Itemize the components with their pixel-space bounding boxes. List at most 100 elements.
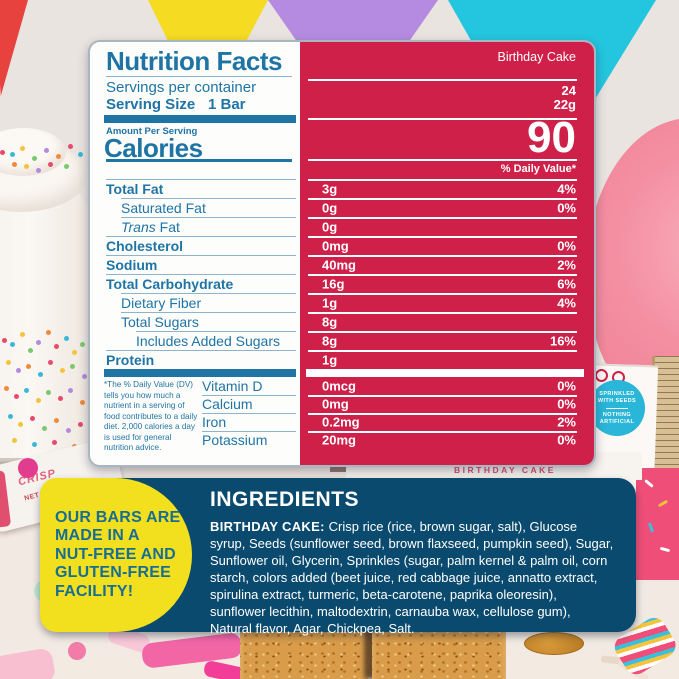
sprinkle-decoration: [659, 546, 671, 553]
ingredients-heading: INGREDIENTS: [210, 488, 360, 511]
divider-white: [306, 369, 584, 377]
gold-coin-confetti: [524, 632, 584, 655]
ingredients-list: Crisp rice (rice, brown sugar, salt), Gl…: [210, 519, 614, 636]
nutrient-name: Includes Added Sugars: [136, 332, 280, 349]
nutrient-name: Protein: [106, 351, 155, 368]
vitamin-row-potassium: Potassium 20mg 0%: [90, 431, 594, 449]
sprinkle-decoration: [657, 499, 669, 508]
nutrient-row-dietary-fiber: Dietary Fiber 1g 4%: [90, 293, 594, 312]
vitamin-row-iron: Iron 0.2mg 2%: [90, 413, 594, 431]
cake-sprinkles-bottom: [2, 338, 7, 343]
bunting-flag-red: [0, 0, 28, 96]
vitamin-name: Potassium: [202, 432, 268, 448]
label-red-column: [300, 42, 594, 465]
nutrient-table: % Daily Value* Total Fat 3g 4% Saturated…: [90, 159, 594, 449]
sprinkled-with-seeds-badge: SPRINKLED WITH SEEDS NOTHING ARTIFICIAL: [589, 380, 645, 436]
nutrient-amount: 16g: [322, 276, 345, 291]
wrapper-red-end: [0, 470, 12, 529]
confetti-dot: [68, 642, 86, 660]
vitamin-row-calcium: Calcium 0mg 0%: [90, 395, 594, 413]
vitamin-name: Calcium: [202, 396, 253, 412]
ingredients-text: BIRTHDAY CAKE: Crisp rice (rice, brown s…: [210, 518, 616, 637]
confetti-dot: [18, 458, 38, 478]
vitamin-name: Vitamin D: [202, 378, 263, 394]
badge-text: NOTHING: [602, 411, 632, 418]
section-divider-bar: [90, 369, 594, 377]
nutrient-row-added-sugars: Includes Added Sugars 8g 16%: [90, 331, 594, 350]
nutrient-name: Trans Fat: [121, 219, 180, 235]
birthday-cake-photo: [0, 168, 95, 458]
thick-divider-bar: [104, 115, 296, 123]
nutrient-amount: 1g: [322, 295, 338, 310]
nutrient-name: Saturated Fat: [121, 199, 206, 216]
divider-line: [106, 159, 292, 162]
divider-blue: [104, 369, 296, 377]
flavor-name: Birthday Cake: [497, 50, 576, 64]
nutrient-dv: 2%: [557, 257, 576, 272]
divider-line: [308, 118, 577, 120]
vitamin-dv: 0%: [557, 396, 576, 412]
vitamin-row-vitamin-d: Vitamin D 0mcg 0%: [90, 377, 594, 395]
box-dot-decoration: [595, 369, 608, 382]
serving-size-value: 1 Bar: [208, 96, 246, 113]
box-flavor-text: BIRTHDAY CAKE: [454, 465, 556, 475]
nutrition-facts-label: Nutrition Facts Servings per container S…: [88, 40, 596, 467]
divider-line: [106, 76, 292, 77]
product-box-side-pink: [636, 468, 679, 580]
trans-rest: Fat: [155, 218, 180, 235]
nutrient-row-saturated-fat: Saturated Fat 0g 0%: [90, 198, 594, 217]
nutrient-amount: 0g: [322, 219, 338, 234]
badge-text: SPRINKLED: [599, 390, 635, 397]
nutrient-amount: 0g: [322, 200, 338, 215]
nutrition-facts-title: Nutrition Facts: [106, 46, 282, 76]
serving-size-label: Serving Size: [106, 96, 196, 113]
nutrient-name: Cholesterol: [106, 237, 184, 254]
nutrient-dv: 4%: [557, 295, 576, 310]
nutrient-amount: 0mg: [322, 238, 349, 253]
servings-per-container-label: Servings per container: [106, 79, 257, 96]
nutrient-row-cholesterol: Cholesterol 0mg 0%: [90, 236, 594, 255]
nutrient-name: Dietary Fiber: [121, 294, 202, 311]
sprinkle-decoration: [644, 479, 654, 488]
ingredients-panel: OUR BARS ARE MADE IN A NUT-FREE AND GLUT…: [40, 478, 636, 636]
nutrient-dv: 0%: [557, 238, 576, 253]
nutrient-amount: 3g: [322, 181, 338, 196]
nutrient-row-sodium: Sodium 40mg 2%: [90, 255, 594, 274]
nutrient-amount: 1g: [322, 352, 338, 367]
nut-free-callout-text: OUR BARS ARE MADE IN A NUT-FREE AND GLUT…: [55, 509, 181, 600]
sprinkle-decoration: [647, 522, 655, 533]
nut-free-callout-bubble: OUR BARS ARE MADE IN A NUT-FREE AND GLUT…: [40, 478, 192, 632]
vitamin-dv: 2%: [557, 414, 576, 430]
vitamin-amount: 0mcg: [322, 378, 356, 394]
vitamin-name: Iron: [202, 414, 227, 430]
badge-divider: [606, 407, 628, 409]
divider-line: [308, 79, 577, 81]
nutrient-name: Total Carbohydrate: [106, 275, 234, 292]
daily-value-header: % Daily Value*: [500, 163, 576, 175]
nutrient-amount: 8g: [322, 333, 338, 348]
cake-sprinkles-top: [0, 150, 5, 155]
calories-value: 90: [527, 113, 576, 162]
vitamin-dv: 0%: [557, 432, 576, 448]
daily-value-header-row: % Daily Value*: [90, 159, 594, 179]
serving-size-grams: 22g: [553, 97, 576, 112]
nutrient-name: Total Fat: [106, 180, 164, 197]
nutrient-dv: 16%: [549, 333, 576, 348]
nutrient-row-protein: Protein 1g: [90, 350, 594, 369]
vitamin-amount: 0.2mg: [322, 414, 360, 430]
nutrient-dv: 4%: [557, 181, 576, 196]
nutrient-name: Sodium: [106, 256, 158, 273]
nutrient-amount: 8g: [322, 314, 338, 329]
nutrient-row-total-sugars: Total Sugars 8g: [90, 312, 594, 331]
nutrient-row-trans-fat: Trans Fat 0g: [90, 217, 594, 236]
vitamin-amount: 20mg: [322, 432, 356, 448]
badge-text: WITH SEEDS: [597, 397, 637, 404]
calories-label: Calories: [104, 133, 203, 163]
amount-per-serving-label: Amount Per Serving: [106, 126, 198, 137]
nutrient-dv: 6%: [557, 276, 576, 291]
cake-frosting-swirl: [0, 128, 66, 176]
nutrient-row-total-fat: Total Fat 3g 4%: [90, 179, 594, 198]
ingredients-flavor-prefix: BIRTHDAY CAKE:: [210, 519, 329, 534]
servings-value: 24: [561, 83, 576, 98]
